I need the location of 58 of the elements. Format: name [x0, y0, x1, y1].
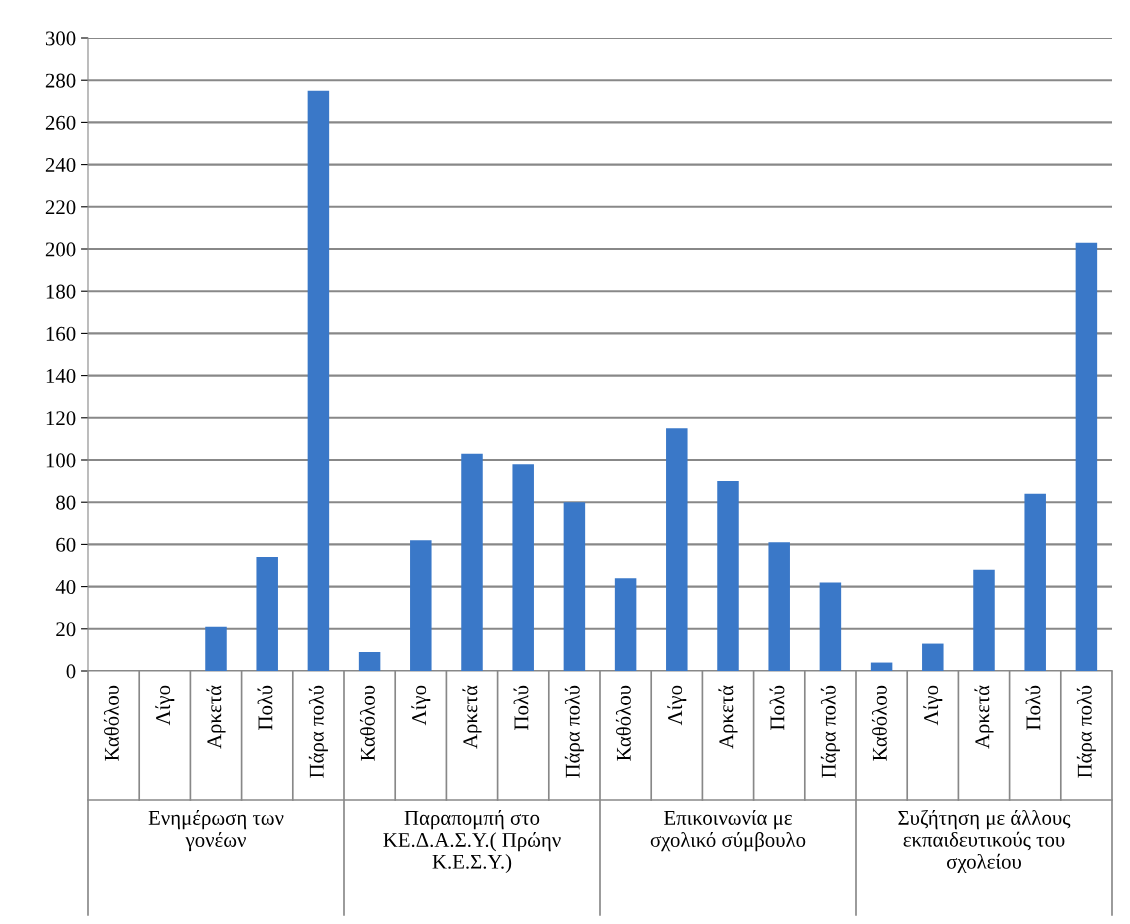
y-tick-label: 180	[46, 284, 76, 299]
text: Ενημέρωση των γονέων	[148, 810, 284, 852]
x-tick-label: Αρκετά	[462, 685, 482, 749]
bar	[922, 643, 944, 671]
bar	[205, 626, 227, 671]
x-tick-label: Πάρα πολύ	[564, 685, 584, 778]
bar	[870, 662, 893, 671]
y-tick-label: 220	[45, 200, 76, 215]
x-tick-label: Καθόλου	[615, 685, 631, 761]
x-tick-label: Λίγο	[411, 685, 431, 726]
text: Παραπομπή στο ΚΕ.Δ.Α.Σ.Υ.( Πρώην Κ.Ε.Σ.Υ.)	[383, 810, 561, 873]
text: Επικοινωνία με σχολικό σύμβουλο	[650, 810, 806, 852]
y-tick-label: 260	[45, 115, 76, 130]
x-tick-label: Πολύ	[257, 685, 273, 730]
y-tick-label: 300	[45, 31, 76, 46]
y-tick-label: 0	[66, 664, 76, 679]
bar	[410, 540, 432, 671]
bar	[717, 481, 739, 671]
x-tick-label: Αρκετά	[974, 685, 994, 749]
y-tick-label: 100	[46, 453, 76, 468]
x-tick-label: Πάρα πολύ	[308, 685, 328, 778]
x-tick-label: Καθόλου	[103, 685, 119, 761]
x-tick-label: Πολύ	[513, 685, 529, 730]
y-tick-label: 160	[46, 326, 76, 341]
x-tick-label: Καθόλου	[359, 685, 375, 761]
y-tick-label: 200	[45, 242, 76, 257]
x-tick-label: Λίγο	[667, 685, 687, 726]
x-tick-label: Καθόλου	[871, 685, 887, 761]
x-tick-label: Λίγο	[155, 685, 175, 726]
y-tick-label: 140	[46, 368, 76, 384]
bar	[819, 582, 842, 671]
x-tick-label: Πάρα πολύ	[820, 685, 840, 778]
bar	[256, 557, 278, 671]
bar	[666, 428, 688, 671]
y-tick-label: 20	[56, 622, 76, 637]
x-tick-label: Λίγο	[923, 685, 943, 726]
y-tick-label: 80	[56, 495, 76, 510]
bar	[1024, 493, 1046, 671]
text: Συζήτηση με άλλους εκπαιδευτικούς του σχολείου	[898, 810, 1071, 873]
bar	[512, 464, 534, 671]
x-tick-label: Αρκετά	[718, 685, 738, 749]
bar	[358, 652, 381, 671]
bar	[307, 90, 330, 671]
x-tick-label: Αρκετά	[206, 685, 226, 749]
bar	[973, 569, 995, 671]
x-tick-label: Πολύ	[769, 685, 785, 730]
bar	[1075, 242, 1098, 671]
bar	[563, 502, 586, 671]
y-tick-label: 60	[56, 537, 76, 552]
y-tick-label: 40	[55, 579, 76, 595]
x-tick-label: Πάρα πολύ	[1076, 685, 1096, 778]
y-tick-label: 120	[46, 411, 76, 426]
bar	[461, 453, 483, 671]
y-tick-label: 280	[45, 73, 76, 88]
y-tick-label: 240	[45, 157, 76, 173]
x-tick-label: Πολύ	[1025, 685, 1041, 730]
bar	[768, 542, 790, 671]
bar	[614, 578, 637, 671]
